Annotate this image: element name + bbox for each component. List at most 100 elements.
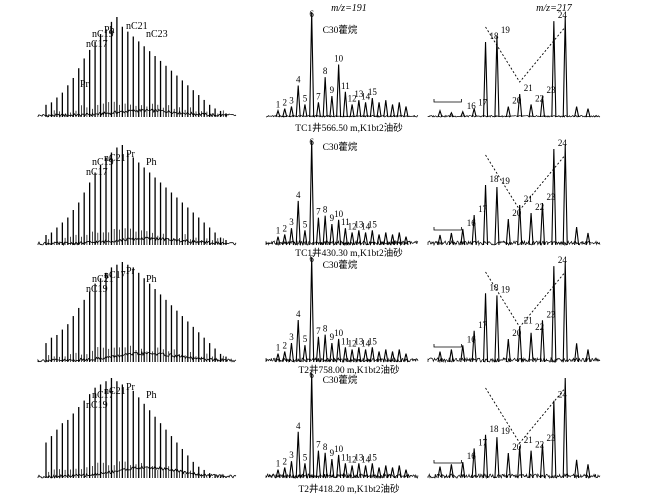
c30-hopane-label: C30藿烷: [323, 374, 358, 386]
alkane-label: nC23: [146, 29, 168, 40]
hop-peak: [275, 108, 281, 118]
hop-peak: [288, 343, 295, 363]
hop-peak: [349, 465, 355, 479]
hopane-peak-label: 2: [282, 457, 287, 467]
hop-peak: [389, 351, 396, 363]
n-alkane-chromatogram: [37, 262, 237, 363]
hopane-peak-label: 8: [323, 324, 328, 334]
sterane-peak-label: 24: [558, 255, 568, 265]
sterane-dashed-guide: [485, 387, 566, 444]
alkane-label: nC19: [86, 284, 108, 295]
hop-peak: [322, 334, 328, 363]
ste-peak: [528, 450, 534, 479]
hop-peak: [282, 234, 288, 246]
hop-peak: [309, 11, 315, 118]
hop-peak: [389, 467, 396, 479]
hop-peak: [342, 91, 348, 118]
hop-peak: [295, 85, 301, 118]
sample-caption: TC1井430.30 m,K1bt2油砂: [295, 247, 403, 259]
hop-peak: [295, 431, 301, 479]
ste-peak: [505, 106, 511, 118]
hopane-peak-label: 10: [334, 54, 344, 64]
ste-baseline: [427, 114, 601, 118]
ste-peak: [528, 332, 534, 363]
sterane-dashed-guide: [485, 26, 566, 83]
hop-baseline: [265, 114, 419, 118]
hop-peak: [309, 256, 315, 363]
n-alkane-chromatogram: [37, 378, 237, 479]
hopane-peak-label: 7: [316, 91, 321, 101]
ste-peak: [551, 148, 557, 246]
ste-peak: [437, 108, 443, 118]
hopane-peak-label: 10: [334, 444, 344, 454]
c30-hopane-label: C30藿烷: [323, 259, 358, 271]
hop-peak: [275, 469, 281, 479]
sterane-peak-label: 17: [478, 98, 488, 108]
hop-peak: [403, 106, 409, 118]
sterane-peak-label: 19: [501, 176, 511, 186]
hopane-peak-label: 14: [361, 338, 371, 348]
hopane-peak-label: 8: [323, 442, 328, 452]
sterane-peak-label: 22: [535, 440, 544, 450]
sterane-chromatogram: [427, 16, 601, 118]
ste-peak: [574, 226, 580, 246]
hopane-peak-label: 15: [368, 452, 378, 462]
hop-peak: [383, 465, 389, 479]
hop-peak: [383, 349, 389, 363]
ste-peak: [528, 104, 534, 118]
alkane-label: Pr: [80, 79, 90, 90]
hopane-peak-label: 2: [282, 224, 287, 234]
sterane-peak-label: 16: [467, 101, 477, 111]
hop-peak: [389, 104, 396, 118]
hopane-peak-label: 7: [316, 207, 321, 217]
hop-peak: [369, 463, 375, 479]
alkane-label: Pr: [126, 266, 136, 277]
hop-peak: [349, 104, 355, 118]
sterane-peak-label: 19: [501, 284, 511, 294]
hopane-peak-label: 6: [309, 254, 314, 264]
hop-peak: [356, 347, 362, 363]
hop-peak: [315, 336, 321, 363]
ste-peak: [494, 295, 500, 363]
sterane-peak-label: 23: [546, 309, 556, 319]
ste-peak: [574, 343, 580, 363]
hopane-peak-label: 9: [330, 85, 335, 95]
hopane-peak-label: 9: [330, 448, 335, 458]
hopane-peak-label: 13: [354, 219, 364, 229]
ste-peak: [482, 293, 489, 363]
sterane-bracket: [433, 99, 462, 103]
hopane-peak-label: 2: [282, 98, 287, 108]
sterane-chromatogram: [427, 377, 601, 480]
hopane-peak-label: 8: [323, 66, 328, 76]
ste-peak: [437, 351, 443, 363]
hop-peak: [322, 77, 328, 118]
hop-baseline: [265, 472, 419, 480]
sterane-peak-label: 18: [490, 282, 500, 292]
sterane-peak-label: 20: [512, 96, 522, 106]
sterane-peak-label: 22: [535, 94, 544, 104]
hopane-peak-label: 4: [296, 75, 301, 85]
hop-baseline: [265, 357, 419, 364]
hop-peak: [369, 347, 375, 363]
hop-peak: [356, 463, 362, 479]
ste-peak: [528, 212, 534, 246]
sterane-peak-label: 21: [524, 194, 533, 204]
hopane-chromatogram: [265, 256, 419, 364]
hop-peak: [288, 228, 295, 246]
hop-peak: [376, 351, 382, 363]
hop-peak: [288, 106, 295, 118]
hop-peak: [342, 228, 348, 246]
hopane-peak-label: 3: [289, 332, 294, 342]
sterane-peak-label: 16: [467, 218, 477, 228]
hop-peak: [349, 349, 355, 363]
sterane-peak-label: 21: [524, 83, 533, 93]
sterane-peak-label: 21: [524, 316, 533, 326]
sterane-dashed-guide: [485, 154, 566, 211]
ste-peak: [562, 261, 568, 363]
hop-peak: [275, 236, 281, 246]
hop-peak: [376, 467, 382, 479]
hopane-peak-label: 15: [368, 219, 378, 229]
ste-peak: [505, 452, 511, 479]
hop-peak: [369, 98, 375, 118]
